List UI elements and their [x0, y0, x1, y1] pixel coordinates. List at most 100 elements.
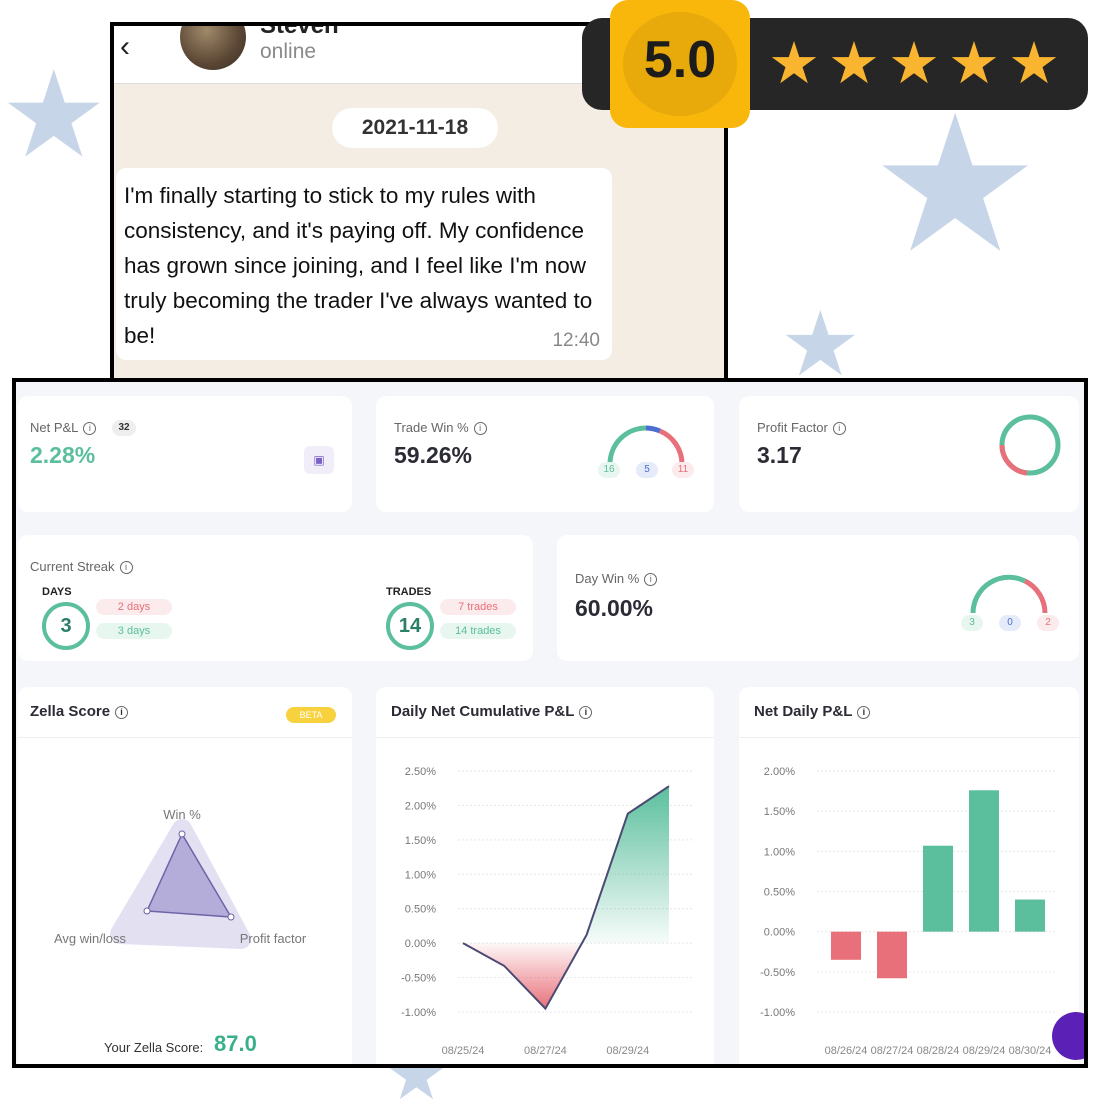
- trades-win-streak: 14 trades: [440, 623, 516, 639]
- info-icon: i: [474, 422, 487, 435]
- profit-factor-label: Profit Factor: [757, 420, 828, 435]
- y-tick-label: 1.50%: [405, 835, 436, 847]
- cumulative-pnl-chart: 2.50%2.00%1.50%1.00%0.50%0.00%-0.50%-1.0…: [376, 742, 714, 1068]
- rating-score-box: 5.0: [610, 0, 750, 128]
- x-tick-label: 08/29/24: [606, 1045, 649, 1057]
- days-loss-streak: 2 days: [96, 599, 172, 615]
- bar: [969, 790, 999, 931]
- info-icon: i: [83, 422, 96, 435]
- decorative-star-icon: ★: [870, 90, 1040, 280]
- date-pill: 2021-11-18: [332, 108, 498, 148]
- positive-area: [582, 786, 669, 943]
- day-win-gauge: [967, 565, 1051, 615]
- x-tick-label: 08/27/24: [524, 1045, 567, 1057]
- back-arrow-icon[interactable]: ‹: [120, 30, 130, 64]
- info-icon: i: [644, 573, 657, 586]
- trade-win-label: Trade Win %: [394, 420, 469, 435]
- losses-count: 11: [672, 462, 694, 478]
- info-icon: i: [579, 706, 592, 719]
- y-tick-label: 2.00%: [405, 800, 436, 812]
- chart-toggle-icon[interactable]: ▣: [304, 446, 334, 474]
- day-win-value: 60.00%: [575, 595, 653, 622]
- zella-radar-chart: Win % Avg win/loss Profit factor: [18, 747, 352, 1067]
- rating-stars: ★★★★★: [768, 32, 1060, 96]
- info-icon: i: [833, 422, 846, 435]
- x-tick-label: 08/25/24: [442, 1045, 485, 1057]
- x-tick-label: 08/27/24: [871, 1045, 914, 1057]
- trades-streak-ring: 14: [386, 602, 434, 650]
- star-icon: ★: [948, 32, 1000, 96]
- trade-win-value: 59.26%: [394, 442, 472, 469]
- days-streak-ring: 3: [42, 602, 90, 650]
- y-tick-label: 1.50%: [764, 806, 795, 818]
- cumulative-pnl-card: Daily Net Cumulative P&L i 2.50% 2.00% 1.50…: [376, 687, 714, 1068]
- trades-loss-streak: 7 trades: [440, 599, 516, 615]
- y-tick-label: -1.00%: [760, 1007, 795, 1019]
- day-losses-count: 2: [1037, 615, 1059, 631]
- y-tick-label: 0.50%: [764, 887, 795, 899]
- x-tick-label: 08/26/24: [825, 1045, 868, 1057]
- star-icon: ★: [1008, 32, 1060, 96]
- axis-win: Win %: [163, 807, 201, 822]
- rating-score: 5.0: [610, 30, 750, 90]
- radar-point: [179, 831, 185, 837]
- star-icon: ★: [828, 32, 880, 96]
- info-icon: i: [115, 706, 128, 719]
- bar: [877, 932, 907, 979]
- x-tick-label: 08/30/24: [1009, 1045, 1052, 1057]
- trades-label: TRADES: [386, 586, 431, 598]
- days-win-streak: 3 days: [96, 623, 172, 639]
- day-win-label: Day Win %: [575, 571, 639, 586]
- net-pnl-value: 2.28%: [30, 442, 95, 469]
- profit-factor-value: 3.17: [757, 442, 802, 469]
- day-wins-count: 3: [961, 615, 983, 631]
- y-tick-label: -1.00%: [401, 1007, 436, 1019]
- y-tick-label: 2.50%: [405, 766, 436, 778]
- y-tick-label: -0.50%: [760, 967, 795, 979]
- daily-title: Net Daily P&L: [754, 703, 852, 720]
- decorative-star-icon: ★: [0, 55, 108, 175]
- trade-count-badge: 32: [112, 420, 136, 436]
- contact-name: Steven: [260, 22, 339, 40]
- zella-title: Zella Score: [30, 703, 110, 720]
- radar-point: [144, 908, 150, 914]
- days-label: DAYS: [42, 586, 72, 598]
- y-tick-label: 2.00%: [764, 766, 795, 778]
- axis-pf: Profit factor: [240, 931, 307, 946]
- bar: [831, 932, 861, 960]
- profit-factor-card: Profit Factor i 3.17: [739, 396, 1079, 512]
- trade-win-card: Trade Win % i 59.26% 16 5 11: [376, 396, 714, 512]
- beta-badge: BETA: [286, 707, 336, 723]
- star-icon: ★: [888, 32, 940, 96]
- cumulative-title: Daily Net Cumulative P&L: [391, 703, 574, 720]
- zella-score-value: 87.0: [214, 1031, 257, 1057]
- x-tick-label: 08/29/24: [963, 1045, 1006, 1057]
- breakeven-count: 5: [636, 462, 658, 478]
- info-icon: i: [857, 706, 870, 719]
- day-win-card: Day Win % i 60.00% 3 0 2: [557, 535, 1079, 661]
- avatar: [180, 22, 246, 70]
- day-breakeven-count: 0: [999, 615, 1021, 631]
- zella-score-card: Zella Score i BETA Win % Avg win/loss Pro…: [18, 687, 352, 1068]
- current-streak-card: Current Streak i DAYS 3 2 days 3 days TRA…: [18, 535, 533, 661]
- y-tick-label: 1.00%: [764, 846, 795, 858]
- message-time: 12:40: [552, 323, 600, 358]
- y-tick-label: 1.00%: [405, 869, 436, 881]
- bar: [923, 846, 953, 932]
- decorative-star-icon: ★: [780, 300, 861, 390]
- radar-point: [228, 914, 234, 920]
- trade-win-gauge: [604, 416, 688, 466]
- contact-status: online: [260, 40, 316, 64]
- axis-avg: Avg win/loss: [54, 931, 127, 946]
- info-icon: i: [120, 561, 133, 574]
- y-tick-label: 0.00%: [405, 938, 436, 950]
- profit-factor-donut: [997, 412, 1063, 478]
- y-tick-label: 0.00%: [764, 927, 795, 939]
- wins-count: 16: [598, 462, 620, 478]
- streak-label: Current Streak: [30, 559, 115, 574]
- message-bubble: I'm finally starting to stick to my rule…: [116, 168, 612, 360]
- y-tick-label: -0.50%: [401, 973, 436, 985]
